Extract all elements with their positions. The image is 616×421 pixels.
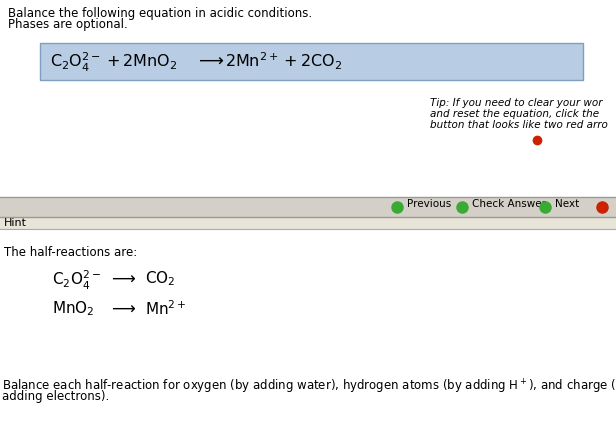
Text: $\mathregular{C_2O_4^{2-}}$: $\mathregular{C_2O_4^{2-}}$ [52, 269, 101, 292]
Text: $\mathregular{CO_2}$: $\mathregular{CO_2}$ [145, 269, 176, 288]
Bar [0, 197, 616, 217]
Bar [40, 43, 583, 80]
Text: Previous: Previous [407, 199, 452, 209]
Text: Hint: Hint [4, 218, 27, 228]
Text: adding electrons).: adding electrons). [2, 390, 109, 403]
Text: Tip: If you need to clear your wor: Tip: If you need to clear your wor [430, 98, 602, 108]
Text: Balance each half-reaction for oxygen (by adding water), hydrogen atoms (by addi: Balance each half-reaction for oxygen (b… [2, 378, 616, 396]
Bar [0, 217, 616, 229]
Text: Check Answer: Check Answer [472, 199, 546, 209]
Text: $\mathregular{\longrightarrow}$: $\mathregular{\longrightarrow}$ [195, 51, 224, 69]
Text: $\mathregular{\longrightarrow}$: $\mathregular{\longrightarrow}$ [108, 299, 136, 317]
Text: The half-reactions are:: The half-reactions are: [4, 246, 137, 259]
Text: $\mathregular{MnO_2}$: $\mathregular{MnO_2}$ [52, 299, 95, 318]
Text: $\mathregular{\longrightarrow}$: $\mathregular{\longrightarrow}$ [108, 269, 136, 287]
Text: Phases are optional.: Phases are optional. [8, 18, 128, 31]
Text: Balance the following equation in acidic conditions.: Balance the following equation in acidic… [8, 7, 312, 20]
Text: button that looks like two red arro: button that looks like two red arro [430, 120, 608, 130]
Text: Next: Next [555, 199, 579, 209]
Text: $\mathregular{Mn^{2+}}$: $\mathregular{Mn^{2+}}$ [145, 299, 187, 318]
Text: and reset the equation, click the: and reset the equation, click the [430, 109, 599, 119]
Text: $\mathregular{C_2O_4^{2-}+2MnO_2}$: $\mathregular{C_2O_4^{2-}+2MnO_2}$ [50, 51, 177, 74]
Text: $\mathregular{2Mn^{2+}+2CO_2}$: $\mathregular{2Mn^{2+}+2CO_2}$ [225, 51, 342, 72]
